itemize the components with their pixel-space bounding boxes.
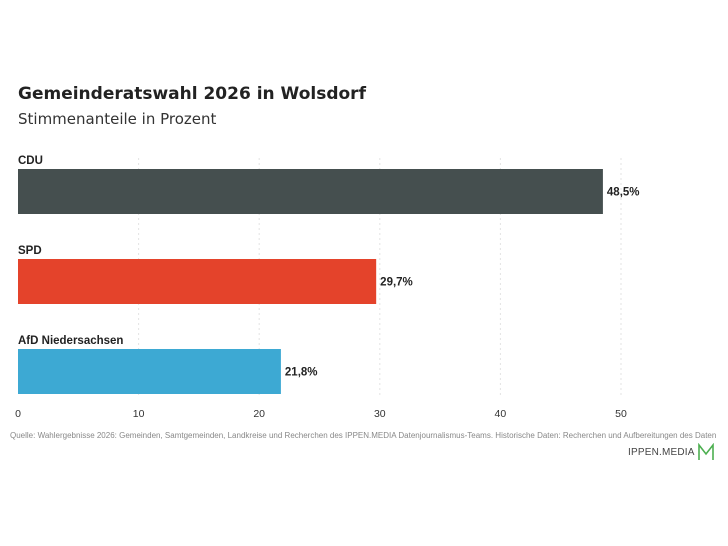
category-label: AfD Niedersachsen — [18, 335, 123, 347]
category-label: CDU — [18, 155, 43, 167]
logo-text: IPPEN.MEDIA — [628, 446, 695, 458]
chart-subtitle: Stimmenanteile in Prozent — [18, 110, 217, 128]
x-tick-label: 0 — [15, 408, 21, 420]
bar — [18, 169, 603, 214]
logo-mark-icon — [697, 443, 714, 460]
bar — [18, 349, 281, 394]
x-tick-label: 50 — [615, 408, 627, 420]
bar-chart: CDU 48,5% SPD 29,7% AfD Niedersachsen 21,8% 0… — [15, 155, 640, 420]
category-label: SPD — [18, 245, 42, 257]
x-axis-ticks: 0 10 20 30 40 50 — [15, 408, 627, 420]
brand-logo: IPPEN.MEDIA — [628, 443, 714, 461]
data-label: 21,8% — [285, 367, 318, 379]
source-note: Quelle: Wahlergebnisse 2026: Gemeinden, … — [10, 431, 717, 440]
x-tick-label: 40 — [495, 408, 507, 420]
x-tick-label: 20 — [253, 408, 265, 420]
data-label: 48,5% — [607, 187, 640, 199]
bars: CDU 48,5% SPD 29,7% AfD Niedersachsen 21,8% — [18, 155, 640, 394]
data-label: 29,7% — [380, 277, 413, 289]
bar — [18, 259, 377, 304]
chart-title: Gemeinderatswahl 2026 in Wolsdorf — [18, 84, 366, 104]
x-tick-label: 10 — [133, 408, 145, 420]
x-tick-label: 30 — [374, 408, 386, 420]
